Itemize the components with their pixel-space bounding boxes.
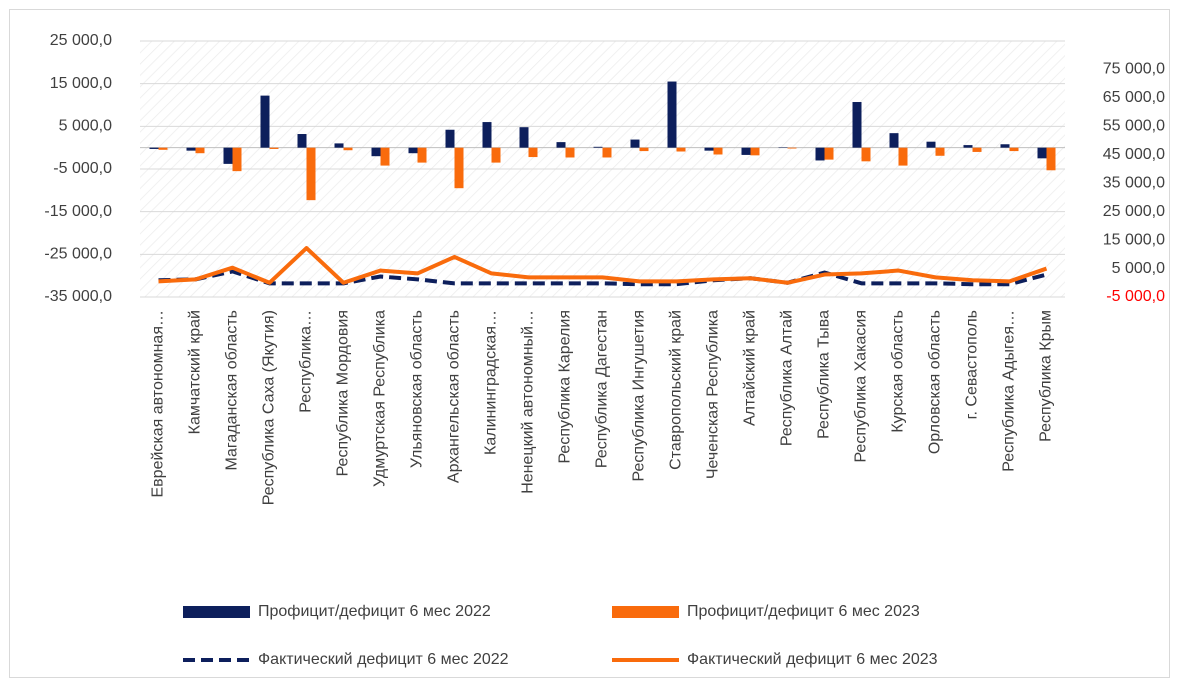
- bar: [1001, 144, 1010, 147]
- y2-tick-label: 5 000,0: [1112, 260, 1165, 277]
- bar: [964, 145, 973, 148]
- bar: [862, 148, 871, 162]
- bar: [788, 148, 797, 149]
- y2-tick-label: 55 000,0: [1103, 118, 1165, 135]
- bar: [159, 148, 168, 150]
- legend-label: Фактический дефицит 6 мес 2022: [258, 651, 509, 668]
- x-tick-label: Республика Карелия: [557, 310, 574, 464]
- bar: [927, 142, 936, 148]
- bar: [335, 143, 344, 147]
- bar: [196, 148, 205, 154]
- bar: [668, 82, 677, 148]
- bar: [566, 148, 575, 158]
- x-tick-label: Орловская область: [927, 310, 944, 454]
- y2-tick-label: 25 000,0: [1103, 203, 1165, 220]
- legend-label: Профицит/дефицит 6 мес 2022: [258, 603, 491, 620]
- legend-swatch: [183, 606, 250, 618]
- x-tick-label: Камчатский край: [187, 310, 204, 434]
- bar: [298, 134, 307, 148]
- y-tick-label: -35 000,0: [44, 288, 112, 305]
- bar: [742, 148, 751, 155]
- x-tick-label: Республика Хакасия: [853, 310, 870, 463]
- y2-tick-label: 35 000,0: [1103, 174, 1165, 191]
- y-tick-label: -25 000,0: [44, 246, 112, 263]
- bar: [344, 148, 353, 151]
- bar: [492, 148, 501, 163]
- bar: [640, 148, 649, 151]
- x-tick-label: Республика Ингушетия: [631, 310, 648, 481]
- bar: [381, 148, 390, 166]
- bar: [307, 148, 316, 200]
- y-tick-label: 5 000,0: [59, 118, 112, 135]
- x-tick-label: Республика Тыва: [816, 310, 833, 439]
- bar: [751, 148, 760, 156]
- y2-tick-label: 15 000,0: [1103, 231, 1165, 248]
- x-tick-label: Республика Адыгея…: [1001, 310, 1018, 472]
- legend-label: Фактический дефицит 6 мес 2023: [687, 651, 938, 668]
- bar: [705, 148, 714, 151]
- bar: [853, 102, 862, 148]
- y-tick-label: 25 000,0: [50, 32, 112, 49]
- y-tick-label: -5 000,0: [53, 160, 112, 177]
- x-tick-label: Республика Дагестан: [594, 310, 611, 468]
- bar: [224, 148, 233, 164]
- bar: [418, 148, 427, 163]
- legend-label: Профицит/дефицит 6 мес 2023: [687, 603, 920, 620]
- bar: [529, 148, 538, 157]
- bar: [936, 148, 945, 156]
- bar: [1047, 148, 1056, 171]
- bar: [557, 142, 566, 148]
- bar: [270, 148, 279, 149]
- y-tick-label: 15 000,0: [50, 75, 112, 92]
- x-tick-label: Алтайский край: [742, 310, 759, 426]
- x-tick-label: Ненецкий автономный…: [520, 310, 537, 494]
- y2-tick-label: 75 000,0: [1103, 61, 1165, 78]
- bar: [446, 130, 455, 148]
- bar: [714, 148, 723, 155]
- x-tick-label: Республика Алтай: [779, 310, 796, 446]
- bar: [594, 147, 603, 148]
- bar: [187, 148, 196, 151]
- x-tick-label: Удмуртская Республика: [372, 310, 389, 487]
- x-tick-label: Курская область: [890, 310, 907, 433]
- bar: [409, 148, 418, 154]
- bar: [455, 148, 464, 189]
- x-tick-label: Еврейская автономная…: [150, 310, 167, 498]
- y-tick-label: -15 000,0: [44, 203, 112, 220]
- x-tick-label: Архангельская область: [446, 310, 463, 483]
- bar: [261, 96, 270, 148]
- x-tick-label: Республика…: [298, 310, 315, 413]
- bar: [1010, 148, 1019, 151]
- bar: [603, 148, 612, 158]
- bar: [899, 148, 908, 166]
- bar: [520, 127, 529, 147]
- bar: [372, 148, 381, 157]
- legend-swatch: [612, 606, 679, 618]
- x-tick-label: Калининградская…: [483, 310, 500, 455]
- bar: [973, 148, 982, 152]
- bar: [816, 148, 825, 161]
- x-tick-label: Чеченская Республика: [705, 310, 722, 479]
- bar: [825, 148, 834, 160]
- y2-tick-label: -5 000,0: [1106, 288, 1165, 305]
- y2-tick-label: 65 000,0: [1103, 89, 1165, 106]
- x-tick-label: Магаданская область: [224, 310, 241, 470]
- bar: [890, 133, 899, 148]
- bar: [1038, 148, 1047, 159]
- x-tick-label: Республика Мордовия: [335, 310, 352, 476]
- x-tick-label: Республика Крым: [1038, 310, 1055, 442]
- bar: [631, 140, 640, 148]
- bar: [150, 148, 159, 149]
- bar: [233, 148, 242, 171]
- bar: [483, 122, 492, 148]
- x-tick-label: Республика Саха (Якутия): [261, 310, 278, 505]
- x-tick-label: Ставропольский край: [668, 310, 685, 470]
- x-tick-label: Ульяновская область: [409, 310, 426, 468]
- bar: [677, 148, 686, 152]
- y2-tick-label: 45 000,0: [1103, 146, 1165, 163]
- x-tick-label: г. Севастополь: [964, 310, 981, 419]
